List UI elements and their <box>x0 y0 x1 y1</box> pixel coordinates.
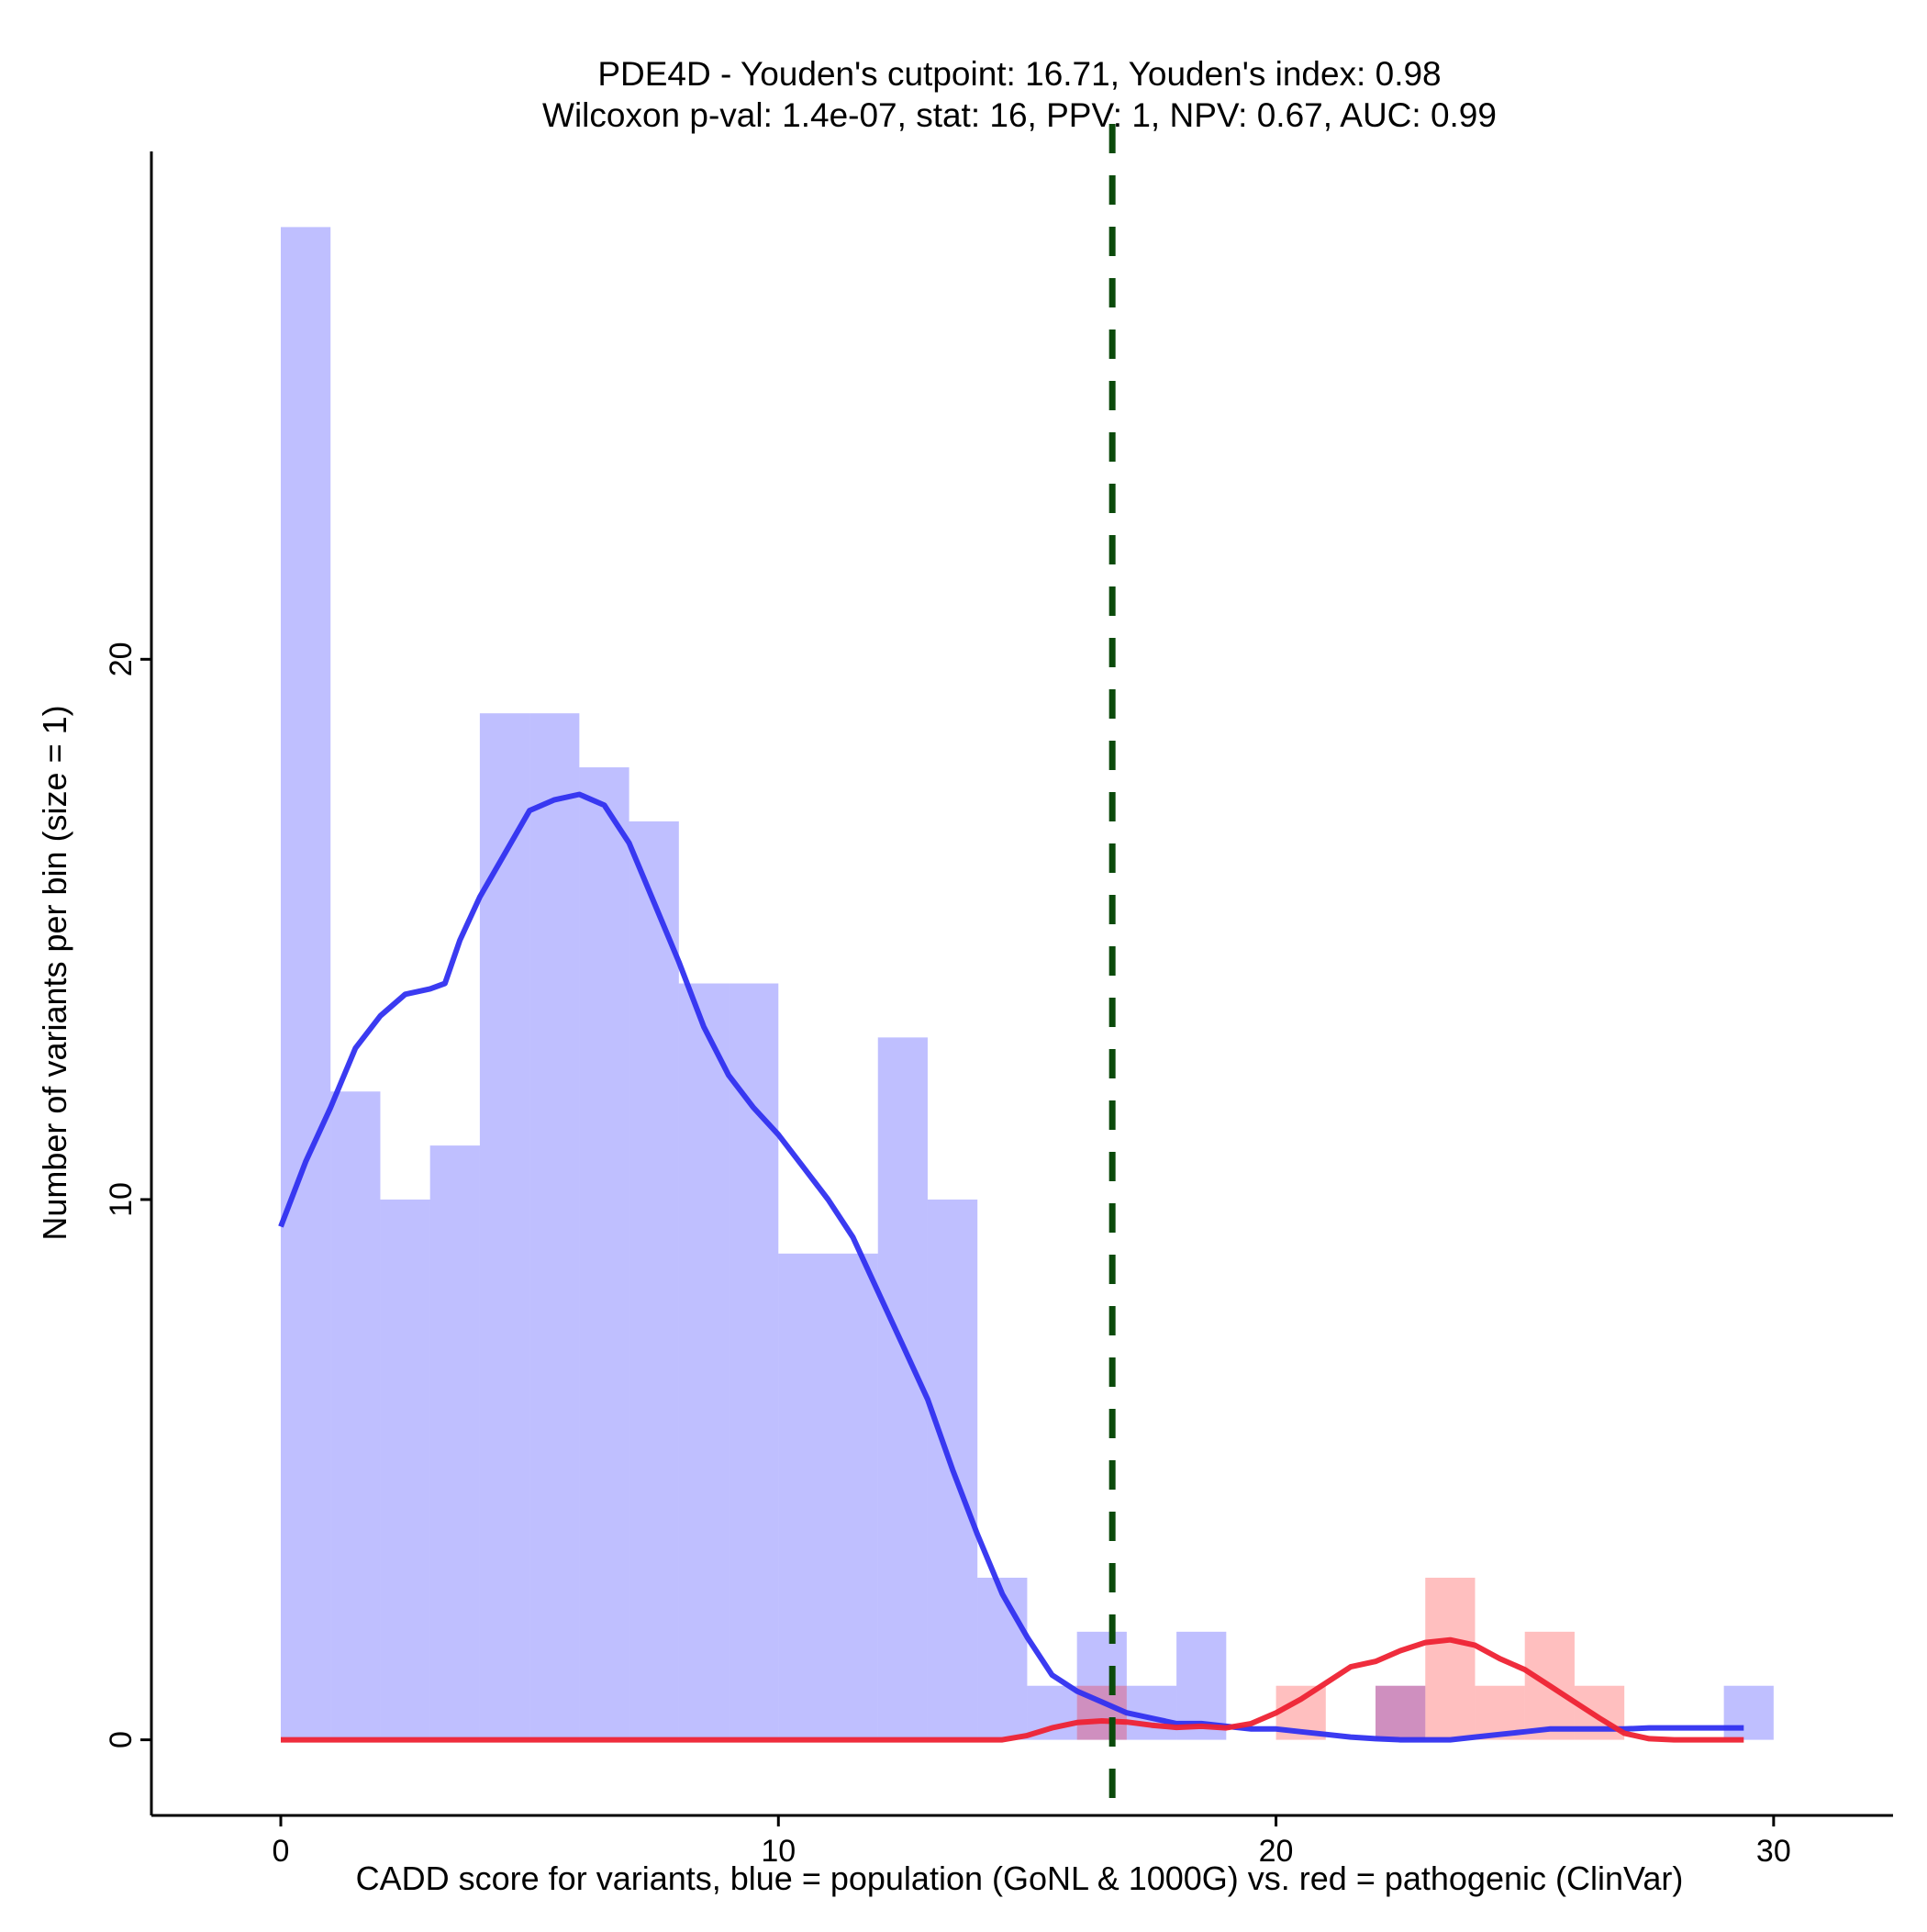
population-bar-9 <box>729 983 779 1740</box>
x-axis-title: CADD score for variants, blue = populati… <box>356 1859 1684 1897</box>
population-bar-4 <box>479 713 530 1740</box>
population-bar-10 <box>778 1253 829 1740</box>
population-bar-22 <box>1376 1685 1426 1740</box>
population-bar-5 <box>529 713 580 1740</box>
chart-title: PDE4D - Youden's cutpoint: 16.71, Youden… <box>597 55 1441 93</box>
y-tick-label-10: 10 <box>104 1182 139 1217</box>
y-tick-label-20: 20 <box>104 642 139 676</box>
tick-labels: 0 10 20 30 0 10 20 <box>104 642 1791 1869</box>
population-bar-8 <box>678 983 730 1740</box>
density-curves <box>278 791 1744 1743</box>
population-bar-3 <box>429 1145 480 1740</box>
population-bar-11 <box>828 1253 878 1740</box>
pathogenic-bar-23 <box>1425 1578 1476 1740</box>
population-bar-14 <box>977 1578 1028 1740</box>
x-tick-label-0: 0 <box>273 1834 290 1869</box>
population-bar-2 <box>380 1199 430 1740</box>
y-tick-label-0: 0 <box>104 1731 139 1748</box>
pathogenic-bar-22 <box>1376 1685 1426 1740</box>
y-axis-title: Number of variants per bin (size = 1) <box>36 705 73 1240</box>
chart-subtitle: Wilcoxon p-val: 1.4e-07, stat: 16, PPV: … <box>542 96 1497 134</box>
axes <box>140 151 1893 1826</box>
population-density-line <box>278 791 1744 1743</box>
population-bar-0 <box>280 227 331 1740</box>
population-bars <box>280 227 1774 1740</box>
pathogenic-density-line <box>281 1636 1744 1743</box>
x-tick-label-30: 30 <box>1756 1834 1791 1869</box>
population-bar-12 <box>877 1037 928 1740</box>
population-bar-29 <box>1723 1685 1774 1740</box>
x-tick-label-10: 10 <box>761 1834 796 1869</box>
population-bar-1 <box>330 1091 381 1740</box>
population-bar-7 <box>629 821 679 1740</box>
x-tick-label-20: 20 <box>1259 1834 1294 1869</box>
population-bar-6 <box>579 767 629 1740</box>
